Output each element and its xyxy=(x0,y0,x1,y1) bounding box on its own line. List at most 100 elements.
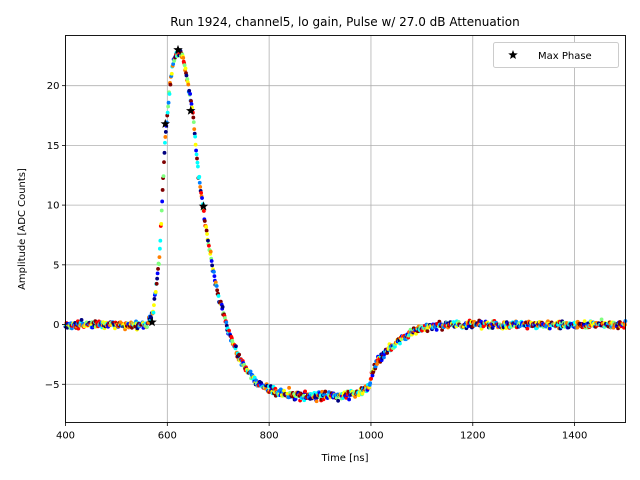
max-phase-marker xyxy=(173,44,183,54)
chart-title: Run 1924, channel5, lo gain, Pulse w/ 27… xyxy=(170,15,519,29)
legend-label-max-phase: Max Phase xyxy=(538,51,592,62)
data-point xyxy=(168,82,173,87)
data-point xyxy=(323,389,328,394)
data-point xyxy=(156,266,160,271)
data-point xyxy=(192,127,197,132)
data-point xyxy=(212,274,217,278)
max-phase-marker xyxy=(147,317,157,327)
data-point xyxy=(183,66,188,71)
data-point xyxy=(182,63,187,68)
data-point xyxy=(192,131,197,136)
data-point xyxy=(155,271,160,276)
data-point xyxy=(157,262,161,267)
data-point xyxy=(199,190,204,195)
data-point xyxy=(196,164,200,169)
grid-lines xyxy=(65,35,626,423)
legend-star-icon xyxy=(508,50,518,60)
x-tick-label: 1400 xyxy=(562,431,587,442)
axis-ticks: 400 600 800 1000 1200 1400 −5 0 5 10 15 20 xyxy=(45,81,588,441)
data-point xyxy=(189,99,193,103)
data-point xyxy=(184,73,189,78)
data-point xyxy=(223,316,227,320)
data-point xyxy=(207,243,211,248)
data-point xyxy=(599,317,604,322)
data-point xyxy=(166,104,171,109)
data-point xyxy=(161,174,166,179)
data-point xyxy=(165,113,170,118)
data-point xyxy=(151,310,156,315)
data-point xyxy=(425,329,430,334)
data-point xyxy=(437,319,442,324)
data-point xyxy=(200,196,204,200)
data-point xyxy=(360,391,365,396)
data-point xyxy=(287,385,291,390)
y-tick-label: 15 xyxy=(47,141,60,152)
data-point xyxy=(160,199,165,204)
data-point xyxy=(375,362,379,366)
x-tick-label: 1000 xyxy=(358,431,383,442)
data-point xyxy=(224,320,229,325)
data-point xyxy=(209,259,214,263)
data-point xyxy=(159,222,164,226)
x-tick-label: 1200 xyxy=(460,431,485,442)
data-point xyxy=(382,355,386,360)
data-point xyxy=(181,55,186,60)
data-point xyxy=(303,389,308,394)
y-tick-label: 20 xyxy=(47,81,60,92)
data-point xyxy=(234,344,238,349)
data-point xyxy=(166,100,171,105)
x-tick-label: 400 xyxy=(56,431,75,442)
data-point xyxy=(205,232,209,236)
data-point xyxy=(158,238,163,243)
data-point xyxy=(347,397,352,402)
max-phase-markers xyxy=(147,44,209,327)
data-point xyxy=(336,398,341,403)
data-point xyxy=(167,92,172,96)
data-point xyxy=(368,381,373,385)
data-point xyxy=(622,325,626,330)
data-point xyxy=(186,82,191,87)
data-point xyxy=(216,294,221,298)
data-point xyxy=(206,238,210,243)
data-point xyxy=(215,288,220,293)
data-point xyxy=(113,326,117,331)
data-point xyxy=(575,325,580,330)
data-point xyxy=(194,152,199,157)
data-point xyxy=(162,160,166,165)
plot-frame xyxy=(65,35,626,423)
data-point xyxy=(171,62,176,66)
data-point xyxy=(197,180,202,185)
x-tick-label: 800 xyxy=(260,431,279,442)
data-point xyxy=(252,375,257,380)
data-point xyxy=(623,322,627,327)
data-point xyxy=(202,219,207,223)
data-point xyxy=(165,110,170,115)
max-phase-marker xyxy=(185,105,196,115)
data-point xyxy=(188,91,193,96)
data-point xyxy=(195,156,199,161)
data-point xyxy=(282,388,286,393)
data-point xyxy=(198,184,203,189)
data-point xyxy=(193,134,198,139)
data-point xyxy=(204,225,209,229)
data-point xyxy=(163,130,168,134)
data-point xyxy=(213,280,218,285)
data-point xyxy=(159,208,164,213)
data-point xyxy=(157,246,162,251)
data-point xyxy=(220,305,225,309)
data-point xyxy=(227,328,231,333)
data-point xyxy=(434,328,439,332)
x-axis-label: Time [ns] xyxy=(320,453,368,464)
data-point xyxy=(398,341,402,346)
data-point xyxy=(201,209,206,213)
data-point xyxy=(191,120,196,125)
data-point xyxy=(525,326,530,331)
y-tick-label: 10 xyxy=(47,201,60,212)
data-point xyxy=(185,77,190,81)
data-point xyxy=(218,299,223,304)
data-point xyxy=(157,255,162,260)
data-point xyxy=(130,325,134,330)
data-point xyxy=(189,102,194,106)
data-point xyxy=(162,150,167,155)
